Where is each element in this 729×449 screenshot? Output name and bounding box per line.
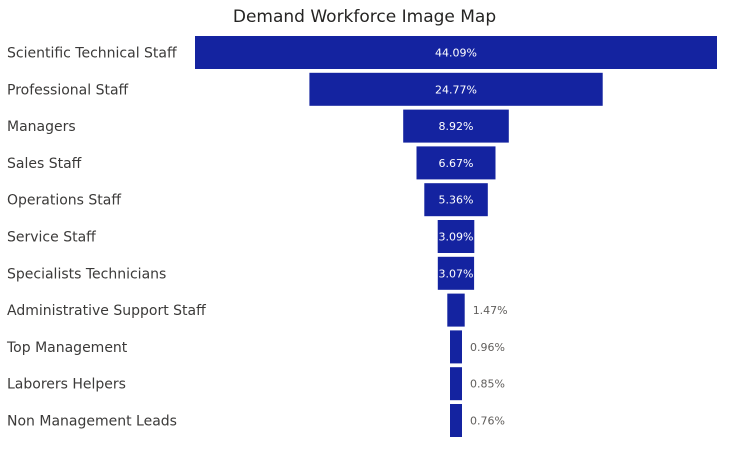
funnel-bar[interactable]: [437, 220, 475, 253]
funnel-bar[interactable]: [416, 146, 496, 180]
data-label: 0.96%: [470, 341, 505, 354]
data-label: 44.09%: [435, 47, 477, 60]
category-label: Sales Staff: [7, 156, 82, 172]
data-label: 6.67%: [439, 157, 474, 170]
category-label: Laborers Helpers: [7, 377, 126, 393]
data-label: 0.76%: [470, 415, 505, 428]
data-label: 3.09%: [439, 231, 474, 244]
funnel-bar[interactable]: [450, 404, 462, 437]
category-label: Service Staff: [7, 230, 96, 246]
funnel-bar[interactable]: [447, 293, 465, 327]
data-label: 24.77%: [435, 83, 477, 96]
data-label: 1.47%: [473, 304, 508, 317]
funnel-bar[interactable]: [437, 256, 475, 290]
funnel-bar[interactable]: [195, 36, 717, 69]
category-label: Professional Staff: [7, 82, 129, 98]
funnel-bar[interactable]: [450, 330, 462, 364]
category-label: Scientific Technical Staff: [7, 46, 177, 62]
funnel-bar[interactable]: [309, 72, 603, 106]
data-label: 0.85%: [470, 378, 505, 391]
category-label: Top Management: [6, 340, 128, 356]
funnel-bar[interactable]: [450, 367, 462, 401]
data-label: 8.92%: [439, 120, 474, 133]
category-label: Managers: [7, 119, 76, 135]
data-label: 5.36%: [439, 194, 474, 207]
chart-title: Demand Workforce Image Map: [232, 7, 497, 27]
funnel-bar[interactable]: [403, 109, 509, 143]
category-label: Operations Staff: [7, 193, 121, 209]
category-label: Administrative Support Staff: [7, 303, 206, 319]
category-label: Non Management Leads: [7, 414, 177, 430]
funnel-bar[interactable]: [424, 183, 488, 217]
category-label: Specialists Technicians: [7, 266, 166, 282]
data-label: 3.07%: [439, 267, 474, 280]
